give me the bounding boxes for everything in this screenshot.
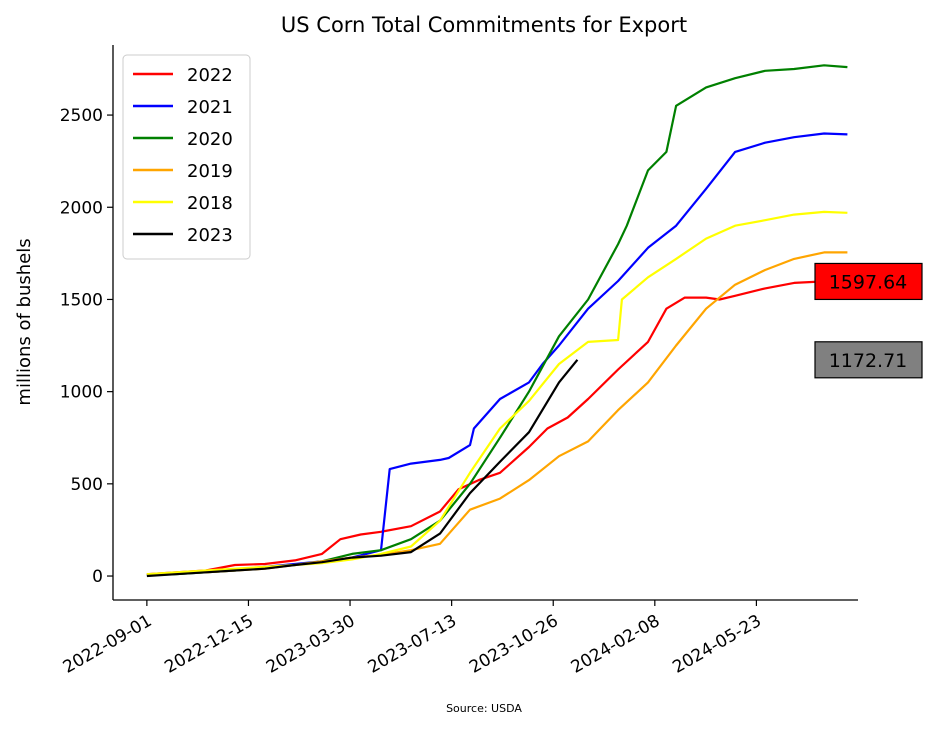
legend-label-2022: 2022 [187, 65, 233, 86]
y-tick-label: 2500 [60, 106, 103, 126]
x-tick-label: 2024-05-23 [669, 611, 765, 678]
legend-label-2023: 2023 [187, 225, 233, 246]
series-line-2021 [146, 132, 848, 577]
y-tick-label: 1500 [60, 290, 103, 310]
annotation-label: 1597.64 [829, 271, 908, 293]
annotation-0: 1597.64 [814, 262, 923, 301]
series-line-2023 [146, 359, 579, 578]
annotation-box [814, 262, 923, 301]
legend-label-2020: 2020 [187, 129, 233, 150]
series-line-2022 [146, 280, 848, 576]
y-tick-label: 500 [71, 475, 103, 495]
x-tick-label: 2023-07-13 [365, 611, 461, 678]
x-tick-label: 2024-02-08 [568, 611, 664, 678]
y-tick-label: 2000 [60, 198, 103, 218]
y-tick-label: 1000 [60, 383, 103, 403]
legend-label-2019: 2019 [187, 161, 233, 182]
y-tick-label: 0 [92, 567, 103, 587]
series-line-2018 [146, 210, 848, 576]
x-tick-label: 2022-12-15 [161, 611, 257, 678]
x-tick-label: 2022-09-01 [60, 611, 156, 678]
source-note: Source: USDA [446, 702, 522, 715]
chart-title: US Corn Total Commitments for Export [281, 13, 687, 37]
legend-label-2018: 2018 [187, 193, 233, 214]
legend-label-2021: 2021 [187, 97, 233, 118]
x-tick-label: 2023-10-26 [466, 611, 562, 678]
annotation-box [814, 341, 923, 379]
annotation-1: 1172.71 [814, 341, 923, 379]
x-tick-label: 2023-03-30 [263, 611, 359, 678]
legend: 2022 2021 2020 2019 2018 2023 [122, 54, 251, 260]
series-line-2019 [146, 251, 848, 576]
y-axis-label: millions of bushels [14, 238, 35, 405]
annotation-label: 1172.71 [829, 350, 908, 372]
